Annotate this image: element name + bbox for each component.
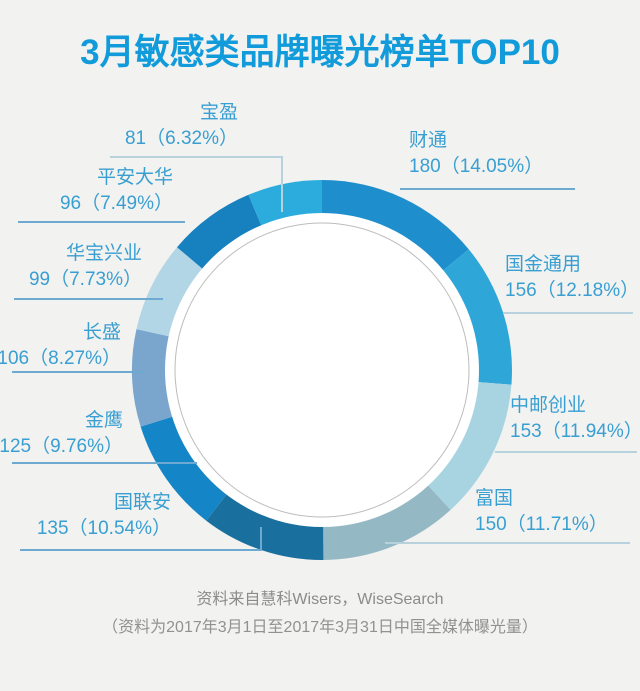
slice-value: 99（7.73%） bbox=[28, 269, 142, 290]
leader-line-guolianan-h bbox=[20, 549, 262, 551]
slice-name: 中邮创业 bbox=[510, 395, 587, 416]
slice-name: 富国 bbox=[475, 488, 514, 509]
page-title: 3月敏感类品牌曝光榜单TOP10 bbox=[80, 33, 560, 72]
label-caitong: 财通 180（14.05%） bbox=[409, 128, 543, 180]
label-jinying: 金鹰 125（9.76%） bbox=[0, 408, 123, 460]
leader-line-zhongyou-chuangye bbox=[495, 451, 637, 453]
label-guolianan: 国联安 135（10.54%） bbox=[37, 490, 171, 542]
source-note: （资料为2017年3月1日至2017年3月31日中国全媒体曝光量） bbox=[102, 619, 538, 636]
label-pingan-dahua: 平安大华 96（7.49%） bbox=[60, 165, 173, 217]
slice-value: 156（12.18%） bbox=[505, 280, 640, 301]
source-line: 资料来自慧科Wisers，WiseSearch bbox=[196, 591, 444, 608]
leader-line-baoying-h bbox=[110, 156, 283, 158]
label-zhongyou-chuangye: 中邮创业 153（11.94%） bbox=[510, 393, 640, 445]
slice-value: 106（8.27%） bbox=[0, 348, 121, 369]
label-baoying: 宝盈 81（6.32%） bbox=[125, 100, 238, 152]
leader-line-caitong bbox=[400, 188, 575, 190]
slice-value: 135（10.54%） bbox=[36, 518, 171, 539]
slice-name: 长盛 bbox=[82, 322, 121, 343]
label-changsheng: 长盛 106（8.27%） bbox=[0, 320, 121, 372]
slice-value: 153（11.94%） bbox=[510, 421, 640, 442]
slice-name: 国金通用 bbox=[505, 254, 582, 275]
leader-line-guolianan-v bbox=[260, 527, 262, 551]
slice-name: 财通 bbox=[409, 130, 448, 151]
leader-line-fuguo bbox=[385, 542, 630, 544]
slice-value: 96（7.49%） bbox=[59, 193, 173, 214]
donut-chart bbox=[132, 180, 512, 560]
leader-line-baoying-v bbox=[281, 156, 283, 212]
leader-line-jinying bbox=[12, 462, 197, 464]
leader-line-pingan-dahua bbox=[18, 221, 185, 223]
slice-value: 125（9.76%） bbox=[0, 436, 123, 457]
label-huabao-xingye: 华宝兴业 99（7.73%） bbox=[29, 241, 142, 293]
slice-value: 180（14.05%） bbox=[409, 156, 544, 177]
slice-name: 华宝兴业 bbox=[65, 243, 142, 264]
label-fuguo: 富国 150（11.71%） bbox=[475, 486, 608, 538]
leader-line-huabao-xingye bbox=[14, 298, 163, 300]
slice-name: 宝盈 bbox=[199, 102, 238, 123]
slice-name: 平安大华 bbox=[96, 167, 173, 188]
leader-line-guojin-tongyong bbox=[503, 312, 633, 314]
slice-name: 国联安 bbox=[113, 492, 171, 513]
label-guojin-tongyong: 国金通用 156（12.18%） bbox=[505, 252, 639, 304]
slice-name: 金鹰 bbox=[84, 410, 123, 431]
slice-value: 150（11.71%） bbox=[475, 514, 608, 535]
donut-hole-ring bbox=[174, 222, 470, 518]
leader-line-changsheng bbox=[12, 371, 145, 373]
slice-value: 81（6.32%） bbox=[124, 128, 238, 149]
